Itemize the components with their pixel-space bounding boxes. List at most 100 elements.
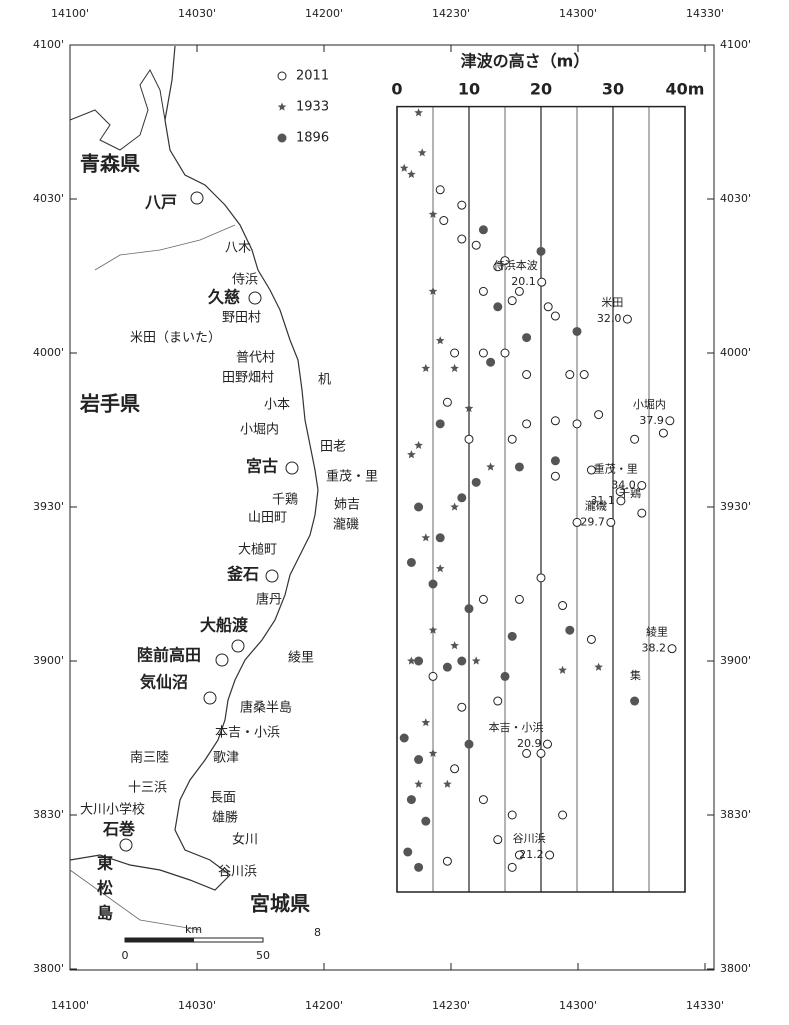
legend-marker [277, 71, 287, 81]
annotated-point [537, 277, 547, 287]
coastline-north [69, 69, 166, 151]
data-point [414, 656, 424, 666]
data-point [572, 326, 582, 336]
annotation-label: 綾里 [646, 626, 668, 639]
place-label: 久慈 [208, 288, 240, 307]
data-point [536, 748, 546, 758]
scale-bar: km 0 50 [122, 923, 271, 962]
data-point [457, 200, 467, 210]
data-point [457, 493, 467, 503]
data-point [414, 108, 423, 117]
data-point [450, 764, 460, 774]
data-point [406, 795, 416, 805]
place-label: 雄勝 [212, 811, 238, 826]
data-point [428, 671, 438, 681]
data-point [493, 835, 503, 845]
place-label: 八木 [225, 241, 251, 256]
data-point [450, 502, 459, 511]
data-point [536, 573, 546, 583]
data-point [414, 755, 424, 765]
data-point [428, 579, 438, 589]
data-point [464, 403, 474, 413]
lat-tick-label: 3900' [33, 654, 64, 667]
prefecture-label: 青森県 [80, 152, 140, 176]
data-point [586, 465, 596, 475]
annotated-point [667, 644, 677, 654]
annotation-label: 重茂・里 [594, 461, 638, 475]
data-point [558, 601, 568, 611]
lon-tick-label: 14030' [178, 7, 216, 20]
annotated-point [606, 517, 616, 527]
lon-tick-label: 14300' [559, 999, 597, 1012]
data-point [435, 185, 445, 195]
scale-tick: 50 [256, 949, 270, 962]
prefecture-label: 宮城県 [250, 892, 310, 916]
city-marker [203, 691, 217, 705]
data-point [450, 363, 459, 372]
place-label: 机 [318, 373, 331, 388]
data-point [486, 357, 496, 367]
lon-tick-label: 14230' [432, 999, 470, 1012]
data-point [522, 370, 532, 380]
data-point [471, 240, 481, 250]
city-marker [265, 569, 279, 583]
place-label: 重茂・里 [326, 469, 378, 485]
data-point [478, 795, 488, 805]
data-point [403, 847, 413, 857]
city-marker [231, 639, 245, 653]
place-label: 綾里 [288, 650, 314, 666]
place-label: 田野畑村 [222, 371, 274, 386]
data-point [536, 246, 546, 256]
lat-tick-label: 3930' [33, 500, 64, 513]
data-point [471, 477, 481, 487]
city-marker [285, 461, 299, 475]
data-point [579, 370, 589, 380]
chart-title: 津波の高さ（m） [461, 52, 590, 71]
data-point [464, 739, 474, 749]
annotation-label: 小堀内 [633, 397, 666, 411]
scale-bar-fill [125, 938, 194, 942]
data-point [478, 348, 488, 358]
data-point [478, 225, 488, 235]
lat-tick-label: 3800' [720, 962, 751, 975]
data-point [417, 148, 427, 157]
map-labels: 青森県 八戸 八木 侍浜 久慈 野田村 米田（まいた） 普代村 田野畑村 机 岩… [79, 152, 378, 940]
data-point [428, 286, 438, 295]
data-point [414, 862, 424, 872]
data-point [543, 302, 553, 312]
place-label: 島 [97, 904, 113, 923]
place-label: 宮古 [246, 457, 278, 476]
annotated-point [542, 739, 552, 749]
data-point [522, 748, 532, 758]
data-point [493, 262, 503, 272]
place-label: 大船渡 [200, 616, 249, 635]
place-label: 長面 [210, 791, 236, 806]
annotation-value: 21.2 [519, 848, 544, 861]
data-point [421, 718, 431, 727]
lat-tick-label: 4000' [720, 346, 751, 359]
data-point [630, 696, 640, 706]
data-point [558, 810, 568, 820]
lat-tick-label: 4100' [33, 38, 64, 51]
place-label: 唐桑半島 [240, 700, 292, 716]
data-point [435, 533, 445, 543]
data-point [572, 419, 582, 429]
data-point [421, 533, 431, 542]
data-point [514, 850, 524, 860]
place-label: 普代村 [236, 351, 275, 366]
annotation-value: 31.1 [590, 494, 615, 507]
data-point [407, 656, 416, 665]
legend-label: 1933 [296, 100, 329, 115]
place-label: 女川 [232, 832, 258, 848]
data-point [450, 348, 460, 358]
data-point [514, 462, 524, 472]
lat-tick-label: 4030' [720, 192, 751, 205]
data-point [550, 416, 560, 426]
data-point [464, 434, 474, 444]
lat-tick-label: 3830' [33, 808, 64, 821]
data-point [500, 348, 510, 358]
data-point [457, 702, 467, 712]
annotated-point [665, 416, 675, 426]
place-label: 南三陸 [130, 750, 169, 766]
data-point [399, 163, 409, 172]
